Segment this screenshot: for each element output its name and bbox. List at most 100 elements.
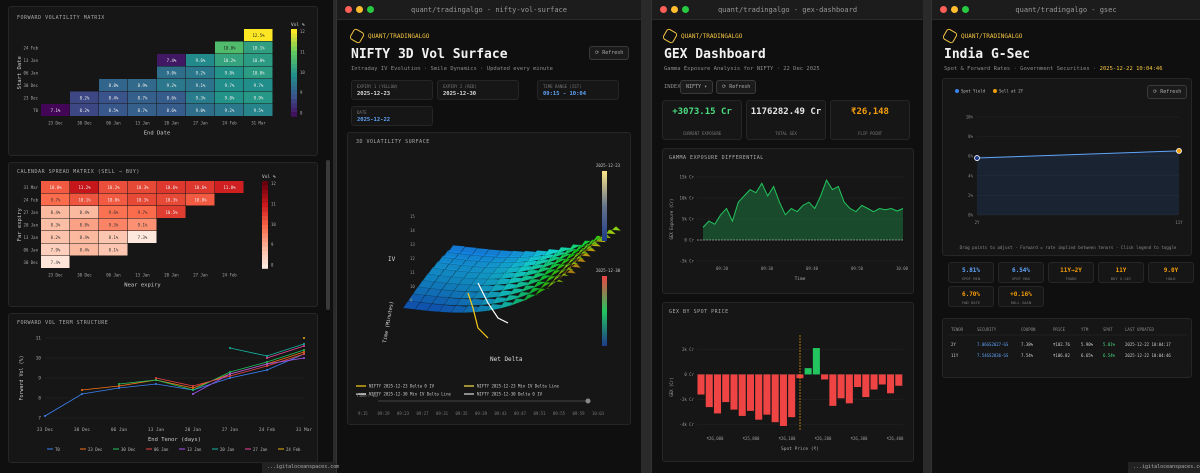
field-2[interactable]: TIME RANGE (IST) 09:15 - 10:04: [537, 80, 619, 100]
heat-cell-label: 10.5%: [165, 210, 178, 215]
scrollbar[interactable]: [326, 160, 330, 310]
titlebar: quant/tradingalgo - nifty-vol-surface: [337, 0, 641, 20]
field-value: 2025-12-23: [357, 91, 391, 97]
colorbar-tick: 9: [271, 242, 274, 247]
heat-cell-label: 9.0%: [196, 108, 206, 113]
heatmap2-title: CALENDAR SPREAD MATRIX (SELL → BUY): [17, 169, 140, 175]
x-axis-label: End Tenor (days): [148, 437, 201, 443]
heat-cell: [157, 193, 186, 206]
taskbar-item-right[interactable]: ...igitaloceanspaces.com: [1128, 462, 1200, 473]
x-tick: ₹26,300: [851, 436, 868, 441]
metric-value: 6.54%: [1011, 267, 1031, 274]
heat-cell-label: 8.2%: [80, 95, 90, 100]
min-iv-line-white: [477, 282, 509, 324]
refresh-button[interactable]: ⟳ Refresh: [1147, 85, 1188, 99]
close-dot[interactable]: [345, 6, 352, 13]
heat-cell-label: 8.6%: [167, 108, 177, 113]
gamma-diff-chart[interactable]: 15k Cr 10k Cr 5k Cr 0 Cr -5k Cr 09:20 09:30 09:…: [663, 149, 915, 295]
minimize-dot[interactable]: [356, 6, 363, 13]
term-structure-chart[interactable]: 11 10 9 8 7 23 Dec 30 Dec 06 Jan 13 Jan 20 Jan 27 …: [9, 314, 319, 464]
y-tick: 4%: [968, 173, 973, 178]
series-point: [266, 363, 268, 365]
y-tick: 5k Cr: [682, 217, 695, 222]
index-select[interactable]: NIFTY ▾: [680, 80, 714, 94]
y-axis-label: Start Date: [17, 56, 23, 89]
table-header: LAST UPDATED: [1125, 327, 1154, 332]
heat-cell: [128, 231, 157, 243]
close-dot[interactable]: [940, 6, 947, 13]
colorbar-seg: [291, 50, 297, 56]
heat-cell-label: 8.2%: [51, 235, 61, 240]
time-tick: 09:35: [456, 411, 469, 416]
titlebar: quant/tradingalgo - gsec: [932, 0, 1200, 20]
taskbar-item-left[interactable]: ...igitaloceanspaces.com: [262, 462, 339, 473]
field-3[interactable]: DATE 2025-12-22: [351, 106, 433, 126]
x-tick: 09:30: [761, 266, 774, 271]
series-point: [303, 345, 305, 347]
maximize-dot[interactable]: [367, 6, 374, 13]
series-point: [229, 377, 231, 379]
x-tick: ₹26,400: [887, 436, 904, 441]
colorbar-seg: [291, 64, 297, 69]
legend-label: Sell at 2Y: [999, 89, 1024, 94]
minimize-dot[interactable]: [951, 6, 958, 13]
heatmap1-chart[interactable]: 12.5% 10.8% 10.1% 7.4% 9.6% 10.2% 10.0% 9.0% 9.2…: [9, 7, 319, 157]
vol-surface-3d[interactable]: IV Time (Minutes) Net Delta 15 14 13 12 11 10 9 20…: [348, 133, 632, 426]
surface-facet: [549, 269, 568, 277]
yield-curve-chart[interactable]: Spot Yield Sell at 2Y 10% 8% 6% 4% 2% 0%2Y 11Y Dr…: [943, 79, 1193, 257]
colorbar-seg: [262, 264, 268, 269]
colorbar-title: 2025-12-23: [596, 163, 621, 168]
heat-cell-label: 9.2%: [167, 83, 177, 88]
x-tick: 06 Jan: [111, 427, 128, 433]
yield-area: [977, 150, 1179, 215]
y-tick: 2%: [968, 193, 973, 198]
colorbar-seg: [262, 233, 268, 239]
col-tick: 31 Mar: [251, 121, 266, 126]
surface-facet: [532, 281, 551, 289]
brand: QUANT/TRADINGALGO: [661, 27, 742, 45]
series-point: [303, 357, 305, 359]
time-tick: 09:43: [495, 411, 508, 416]
maximize-dot[interactable]: [682, 6, 689, 13]
heatmap2-chart[interactable]: 10.0% 11.2% 10.2% 10.3% 10.6% 10.6% 11.0% 9.7% 1…: [9, 163, 319, 308]
colorbar-seg: [262, 224, 268, 230]
heat-cell-label: 9.2%: [225, 108, 235, 113]
heat-cell-label: 9.1%: [138, 222, 148, 227]
colorbar-title: Vol %: [291, 22, 305, 28]
heat-cell: [41, 206, 70, 218]
iv-tick: 11: [410, 270, 415, 275]
heat-cell-label: 10.1%: [252, 45, 265, 50]
y-tick: 0 Cr: [684, 372, 694, 377]
close-dot[interactable]: [660, 6, 667, 13]
table-header: COUPON: [1021, 327, 1036, 332]
heat-cell: [215, 104, 244, 116]
gex-spot-chart[interactable]: 2k Cr 0 Cr -2k Cr -4k Cr ₹26,000 ₹25,800 ₹26,1…: [663, 303, 915, 463]
metric-label: SPOT MAX: [1011, 276, 1031, 281]
refresh-button[interactable]: ⟳ Refresh: [589, 46, 630, 60]
gex-bar: [705, 374, 713, 408]
legend-label: 13 Jan: [187, 447, 202, 452]
heat-cell: [215, 66, 244, 79]
minimize-dot[interactable]: [671, 6, 678, 13]
field-value: 2025-12-22: [357, 117, 391, 123]
refresh-button[interactable]: ⟳ Refresh: [716, 80, 757, 94]
field-1[interactable]: EXPIRY 2 (RED) 2025-12-30: [437, 80, 519, 100]
y-tick: 8: [38, 396, 41, 402]
maximize-dot[interactable]: [962, 6, 969, 13]
iv-tick: 10: [410, 284, 415, 289]
term-structure-card: FORWARD VOL TERM STRUCTURE 11 10 9 8 7 23 Dec…: [8, 313, 318, 463]
x-tick: ₹25,800: [743, 436, 760, 441]
heat-cell-label: 10.0%: [252, 58, 265, 63]
field-0[interactable]: EXPIRY 1 (YELLOW) 2025-12-23: [351, 80, 433, 100]
brand: QUANT/TRADINGALGO: [941, 27, 1022, 45]
series-point: [155, 379, 157, 381]
heat-cell-label: 8.8%: [80, 222, 90, 227]
row-tick: 23 Dec: [24, 95, 39, 100]
col-tick: 13 Jan: [135, 121, 150, 126]
table-cell: 2025-12-22 10:04:17: [1125, 342, 1171, 347]
heat-cell: [244, 29, 273, 41]
window-gsec: quant/tradingalgo - gsec QUANT/TRADINGAL…: [931, 0, 1200, 473]
table-header: YTM: [1081, 327, 1089, 332]
heat-cell: [128, 79, 157, 91]
metric-card: +0.16% ROLL GAIN: [998, 286, 1044, 307]
